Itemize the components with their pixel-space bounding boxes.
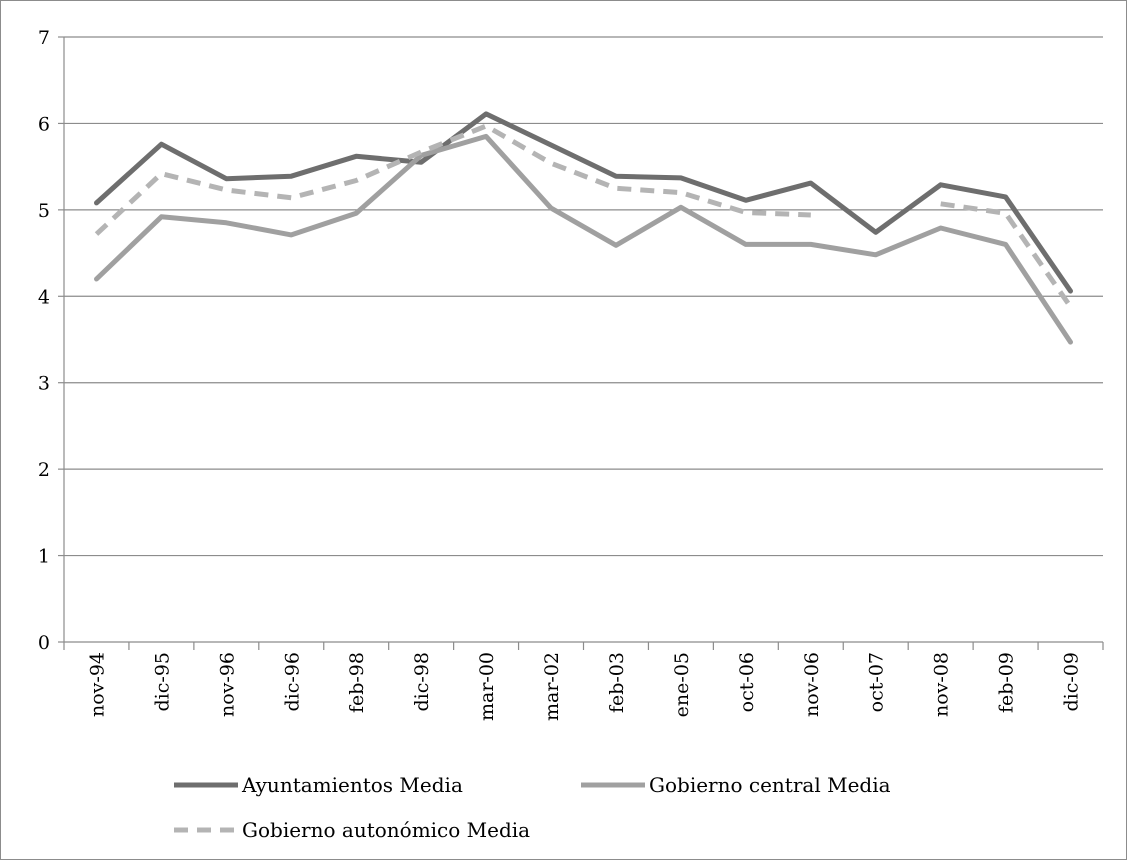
x-tick-label: mar-02	[541, 652, 563, 721]
x-tick-label: dic-95	[151, 652, 173, 711]
series-line-ayuntamientos-media	[94, 111, 1073, 294]
gridlines	[64, 36, 1103, 557]
legend-label: Gobierno central Media	[649, 773, 891, 797]
y-tick-label: 0	[38, 632, 50, 654]
y-tick-label: 4	[38, 286, 50, 308]
x-tick-label: dic-96	[281, 652, 303, 711]
y-tick-label: 1	[38, 546, 50, 568]
x-tick-label: oct-06	[736, 652, 758, 712]
x-tick-label: nov-06	[801, 652, 823, 717]
x-tick-label: feb-03	[606, 652, 628, 713]
legend-label: Gobierno autonómico Media	[242, 818, 530, 842]
x-tick-label: nov-94	[86, 652, 108, 717]
y-tick-label: 7	[38, 27, 50, 49]
series-lines	[94, 111, 1073, 345]
x-tick-label: dic-98	[411, 652, 433, 711]
x-tick-label: nov-08	[931, 652, 953, 717]
x-tick-label: dic-09	[1061, 652, 1083, 711]
x-axis-tick-labels: nov-94 dic-95 nov-96 dic-96 feb-98 dic-98 mar-…	[86, 652, 1082, 721]
y-tick-label: 6	[38, 113, 50, 135]
y-axis-tick-labels: 0 1 2 3 4 5 6 7	[38, 27, 50, 654]
legend-label: Ayuntamientos Media	[241, 773, 463, 797]
y-tick-label: 3	[38, 373, 50, 395]
series-line-gobierno-central-media	[94, 133, 1073, 345]
y-tick-label: 2	[38, 459, 50, 481]
x-tick-label: nov-96	[216, 652, 238, 717]
series-line-gobierno-autonomico-media	[940, 201, 1073, 309]
legend: Ayuntamientos Media Gobierno central Medi…	[174, 773, 891, 842]
y-tick-label: 5	[38, 200, 50, 222]
x-tick-label: mar-00	[476, 652, 498, 721]
x-tick-label: ene-05	[671, 652, 693, 717]
x-tick-label: feb-09	[996, 652, 1018, 713]
axes	[58, 36, 1104, 650]
series-line-gobierno-autonomico-media	[94, 123, 811, 236]
x-tick-label: oct-07	[866, 652, 888, 712]
x-tick-label: feb-98	[346, 652, 368, 713]
